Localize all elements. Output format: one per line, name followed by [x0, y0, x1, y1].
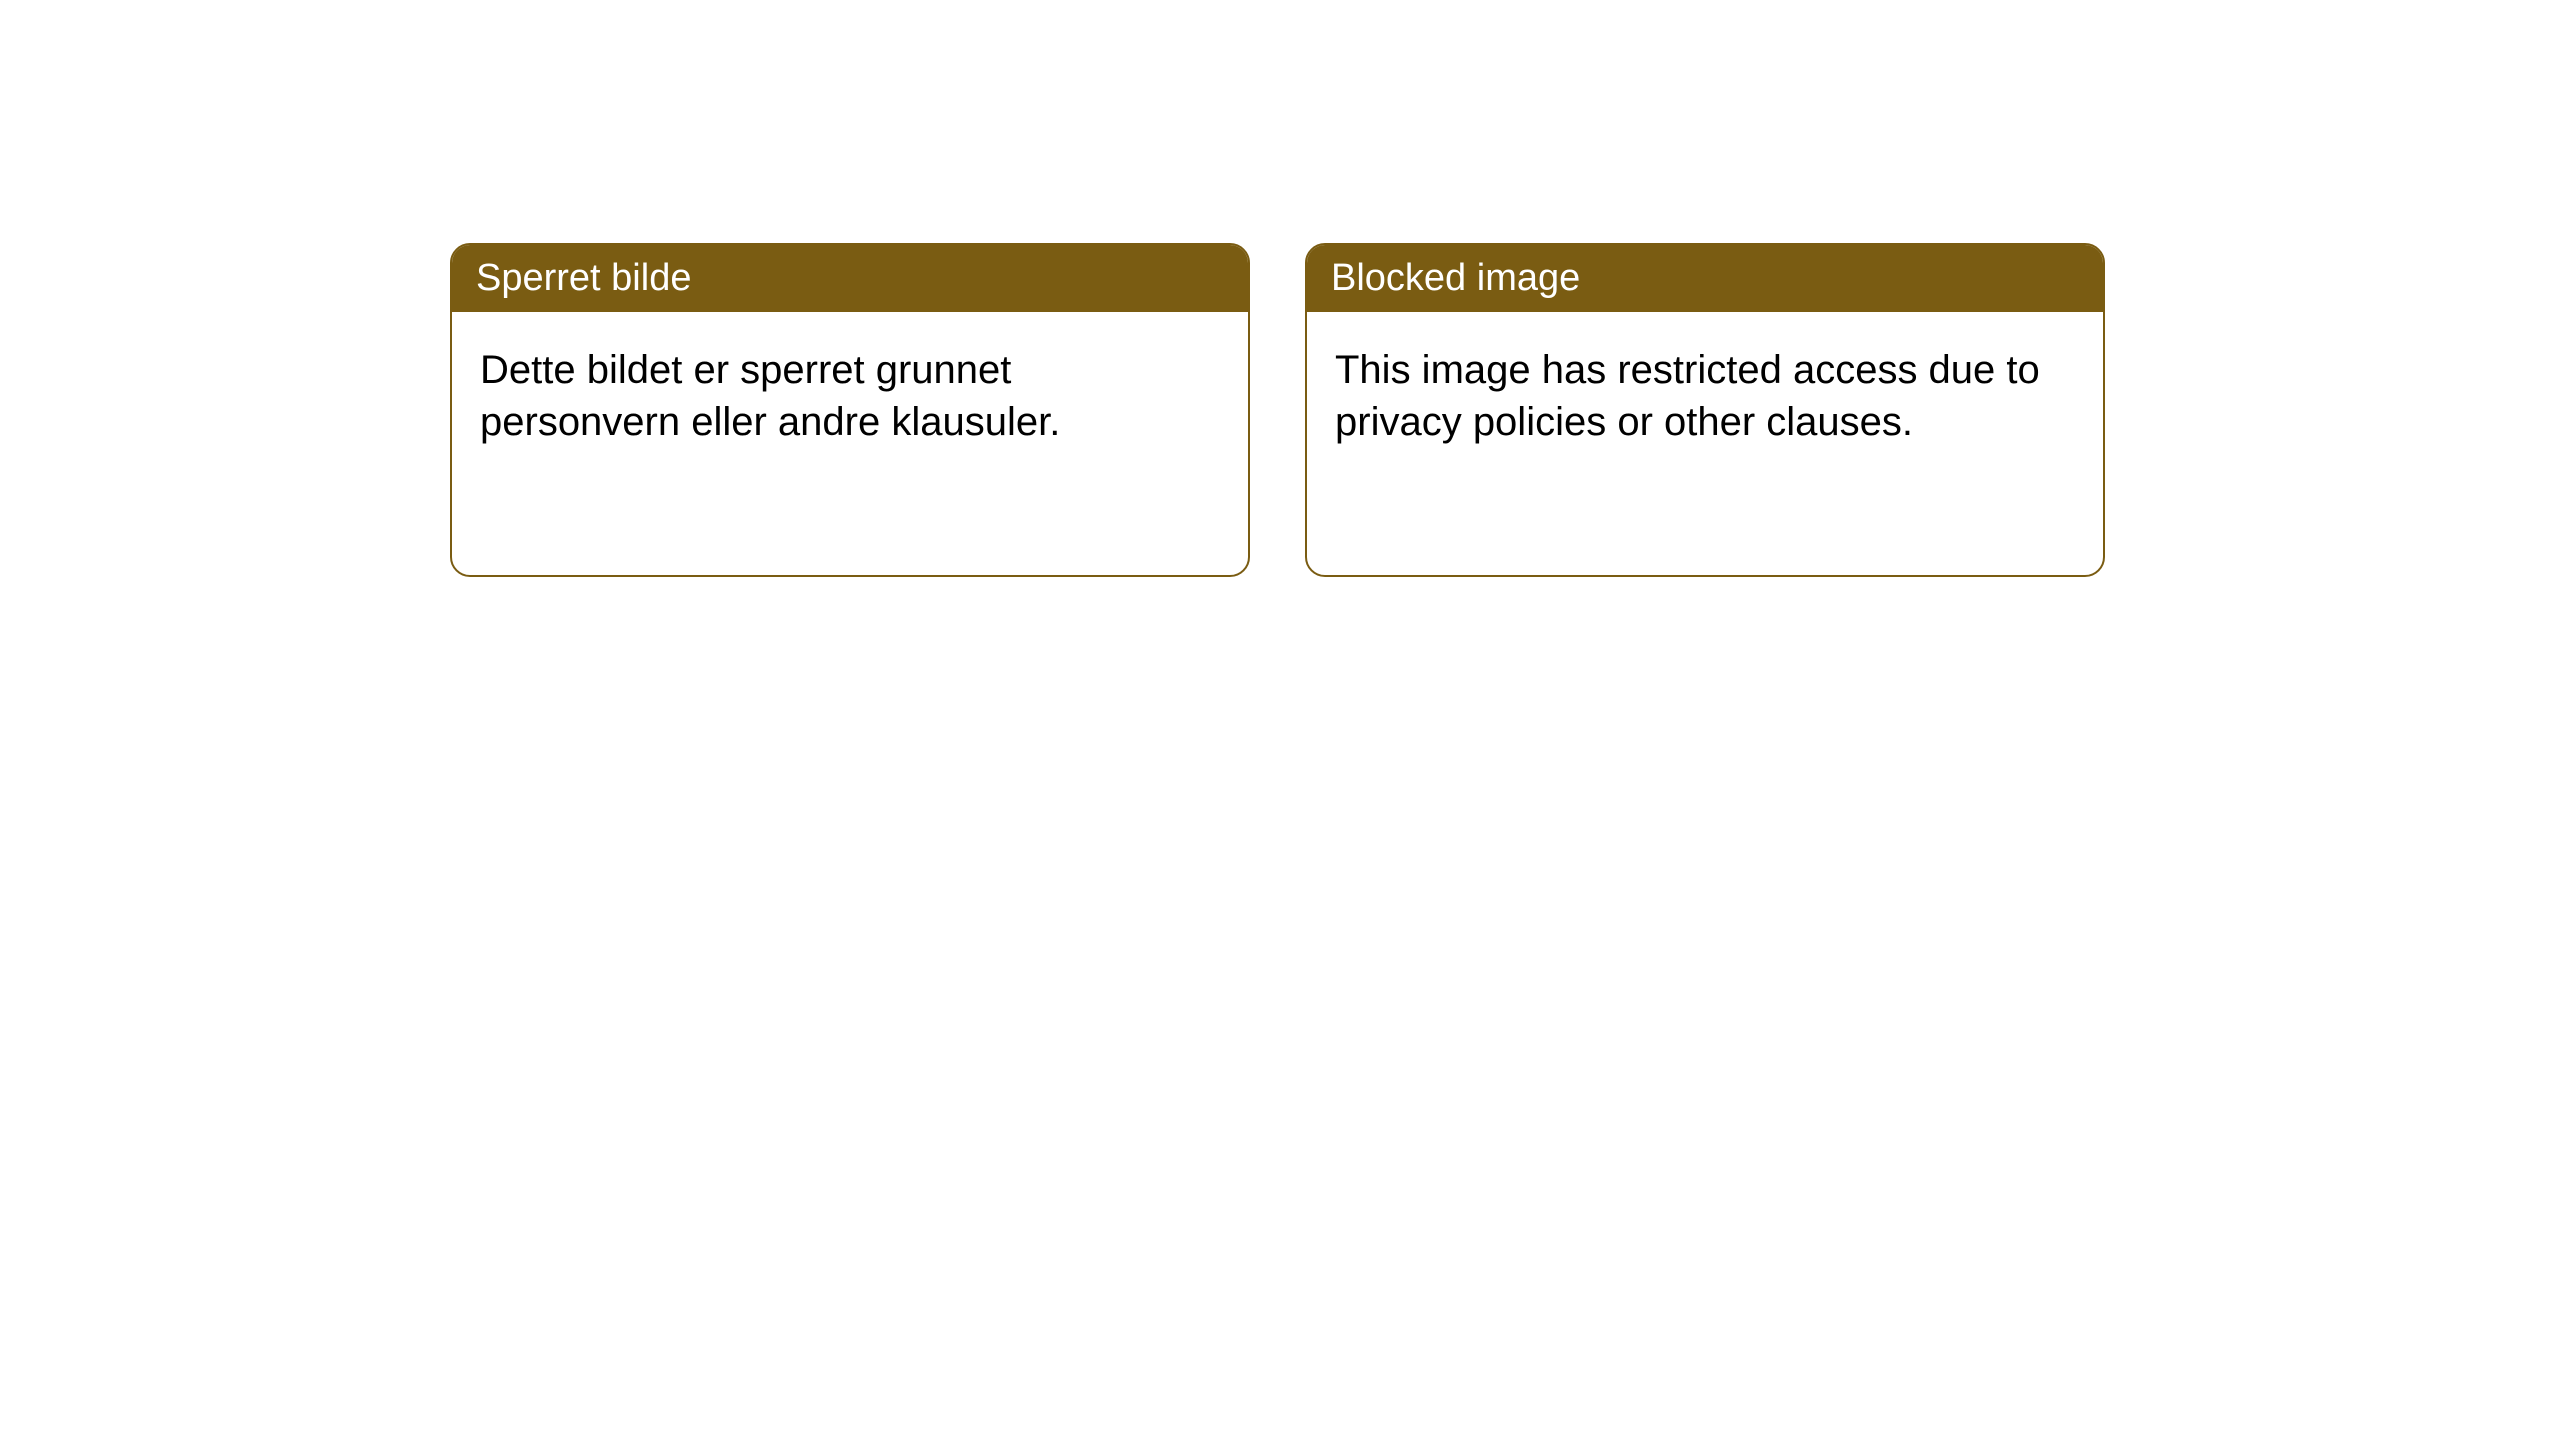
- notice-body: This image has restricted access due to …: [1307, 312, 2103, 480]
- notice-container: Sperret bilde Dette bildet er sperret gr…: [450, 243, 2105, 577]
- notice-title: Sperret bilde: [476, 257, 691, 299]
- notice-body: Dette bildet er sperret grunnet personve…: [452, 312, 1248, 480]
- notice-body-text: This image has restricted access due to …: [1335, 348, 2040, 444]
- notice-title: Blocked image: [1331, 257, 1580, 299]
- notice-card-english: Blocked image This image has restricted …: [1305, 243, 2105, 577]
- notice-header: Sperret bilde: [452, 245, 1248, 312]
- notice-body-text: Dette bildet er sperret grunnet personve…: [480, 348, 1060, 444]
- notice-header: Blocked image: [1307, 245, 2103, 312]
- notice-card-norwegian: Sperret bilde Dette bildet er sperret gr…: [450, 243, 1250, 577]
